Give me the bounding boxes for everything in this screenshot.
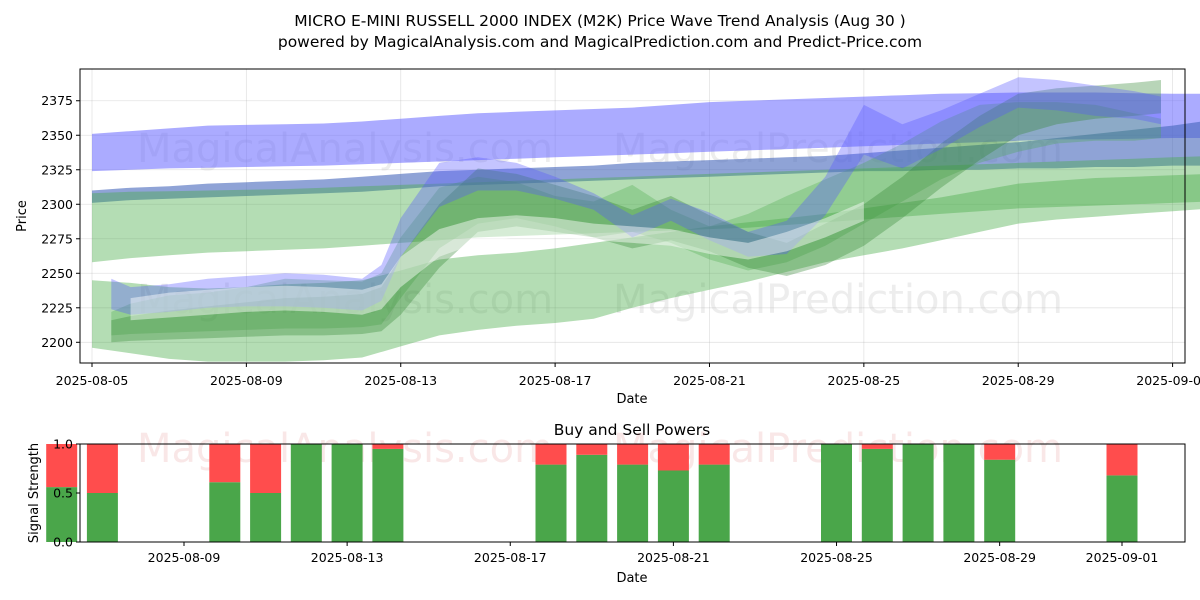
sell-bar xyxy=(209,444,241,483)
sell-bar xyxy=(984,444,1016,460)
buy-bar xyxy=(46,487,78,542)
price-y-axis-label: Price xyxy=(15,200,30,232)
signal-x-tick-label: 2025-08-29 xyxy=(963,550,1036,565)
signal-x-tick-label: 2025-08-13 xyxy=(311,550,384,565)
signal-chart: Buy and Sell Powers MagicalAnalysis.com … xyxy=(27,421,1186,586)
sell-bar xyxy=(46,444,78,488)
signal-x-tick-label: 2025-09-01 xyxy=(1086,550,1159,565)
price-x-tick-label: 2025-09-01 xyxy=(1136,373,1200,388)
buy-bar xyxy=(372,448,404,542)
price-x-axis-label: Date xyxy=(616,392,647,407)
sell-bar xyxy=(250,444,282,493)
price-y-ticks: 2200 2225 2250 2275 2300 2325 2350 2375 xyxy=(41,93,80,350)
signal-x-tick-label: 2025-08-21 xyxy=(637,550,710,565)
buy-bar xyxy=(209,482,241,542)
sell-bar xyxy=(86,444,118,493)
price-y-tick-label: 2300 xyxy=(41,197,73,212)
buy-bar xyxy=(290,444,322,542)
signal-x-tick-label: 2025-08-25 xyxy=(800,550,873,565)
chart-title-line1: MICRO E-MINI RUSSELL 2000 INDEX (M2K) Pr… xyxy=(294,12,905,30)
buy-bar xyxy=(250,493,282,542)
sell-bar xyxy=(861,444,893,449)
sell-bar xyxy=(535,444,567,465)
band-green-wave-2 xyxy=(111,80,1161,343)
signal-bars xyxy=(46,444,1138,542)
watermark-magicalanalysis-2: MagicalAnalysis.com xyxy=(137,277,553,323)
buy-bar xyxy=(617,464,649,542)
band-white-wave-highlight xyxy=(130,201,864,321)
price-x-ticks: 2025-08-05 2025-08-09 2025-08-13 2025-08-17… xyxy=(56,363,1200,388)
sell-bar xyxy=(576,444,608,455)
signal-y-tick-label: 1.0 xyxy=(53,437,73,452)
price-y-tick-label: 2375 xyxy=(41,93,73,108)
sell-bar xyxy=(698,444,730,465)
band-green-channel-upper xyxy=(92,156,1200,263)
buy-bar xyxy=(331,444,363,542)
price-x-tick-label: 2025-08-09 xyxy=(210,373,283,388)
price-bands xyxy=(92,77,1200,362)
price-y-tick-label: 2250 xyxy=(41,266,73,281)
buy-bar xyxy=(698,464,730,542)
price-y-tick-label: 2225 xyxy=(41,300,73,315)
signal-chart-title: Buy and Sell Powers xyxy=(554,421,711,439)
price-x-tick-label: 2025-08-29 xyxy=(982,373,1055,388)
signal-y-tick-label: 0.5 xyxy=(53,486,73,501)
chart-title-line2: powered by MagicalAnalysis.com and Magic… xyxy=(278,33,922,51)
band-blue-wave-1 xyxy=(111,77,1161,315)
sell-bar xyxy=(657,444,689,471)
price-y-tick-label: 2200 xyxy=(41,335,73,350)
band-green-wave-1 xyxy=(111,102,1161,336)
sell-bar xyxy=(617,444,649,465)
price-y-tick-label: 2275 xyxy=(41,231,73,246)
signal-y-ticks: 0.0 0.5 1.0 xyxy=(53,437,80,550)
buy-bar xyxy=(943,444,975,542)
signal-x-tick-label: 2025-08-17 xyxy=(474,550,547,565)
buy-bar xyxy=(861,448,893,542)
price-x-tick-label: 2025-08-25 xyxy=(828,373,901,388)
signal-y-axis-label: Signal Strength xyxy=(27,443,42,543)
buy-bar xyxy=(821,444,852,542)
price-x-tick-label: 2025-08-21 xyxy=(673,373,746,388)
watermark-magicalprediction-2: MagicalPrediction.com xyxy=(613,277,1063,323)
price-x-tick-label: 2025-08-13 xyxy=(364,373,437,388)
buy-bar xyxy=(984,459,1016,542)
buy-bar xyxy=(535,464,567,542)
sell-bar xyxy=(1106,444,1138,476)
buy-bar xyxy=(902,444,934,542)
price-grid xyxy=(80,69,1185,363)
band-green-channel-lower xyxy=(92,174,1200,362)
sell-bar xyxy=(372,444,404,449)
price-y-tick-label: 2325 xyxy=(41,162,73,177)
signal-x-tick-label: 2025-08-09 xyxy=(148,550,221,565)
buy-bar xyxy=(576,454,608,542)
signal-x-ticks: 2025-08-09 2025-08-13 2025-08-17 2025-08-21… xyxy=(148,542,1159,565)
band-blue-channel-lower xyxy=(92,121,1200,203)
price-plot-frame xyxy=(79,68,1186,364)
buy-bar xyxy=(1106,475,1138,542)
buy-bar xyxy=(657,470,689,542)
signal-y-tick-label: 0.0 xyxy=(53,535,73,550)
price-chart: MagicalAnalysis.com MagicalPrediction.co… xyxy=(15,68,1200,407)
signal-x-axis-label: Date xyxy=(616,571,647,586)
price-y-tick-label: 2350 xyxy=(41,128,73,143)
price-x-tick-label: 2025-08-17 xyxy=(519,373,592,388)
buy-bar xyxy=(86,493,118,542)
price-x-tick-label: 2025-08-05 xyxy=(56,373,129,388)
band-blue-channel-upper xyxy=(92,92,1200,172)
